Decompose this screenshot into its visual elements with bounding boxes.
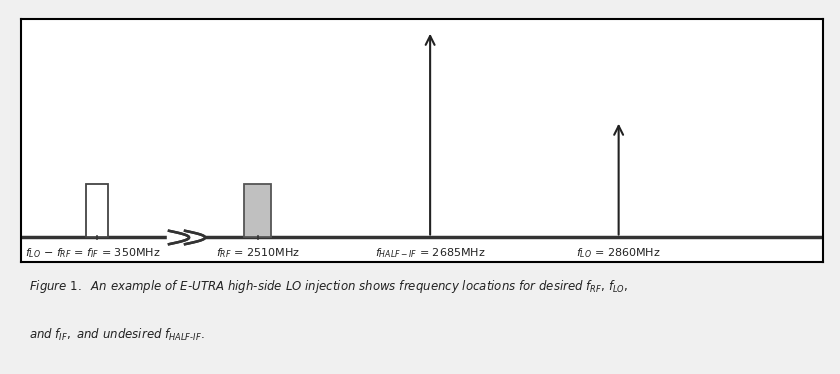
Bar	[86, 184, 108, 237]
Text: $f_{RF}$ = 2510MHz: $f_{RF}$ = 2510MHz	[216, 246, 300, 260]
Text: $f_{HALF-IF}$ = 2685MHz: $f_{HALF-IF}$ = 2685MHz	[375, 246, 486, 260]
Bar	[244, 184, 271, 237]
Text: $f_{LO}$ = 2860MHz: $f_{LO}$ = 2860MHz	[576, 246, 661, 260]
Text: $\it{and}$ $f_{IF}$$\it{,\ and\ undesired}$ $f_{HALF\text{-}IF}$$\it{.}$: $\it{and}$ $f_{IF}$$\it{,\ and\ undesire…	[29, 327, 205, 343]
Text: $\it{Figure\ 1.}$  $\it{An\ example\ of\ E\text{-}UTRA\ high\text{-}side\ LO\ in: $\it{Figure\ 1.}$ $\it{An\ example\ of\ …	[29, 278, 628, 295]
Text: $f_{LO}$ $-$ $f_{RF}$ = $f_{IF}$ = 350MHz: $f_{LO}$ $-$ $f_{RF}$ = $f_{IF}$ = 350MH…	[25, 246, 161, 260]
